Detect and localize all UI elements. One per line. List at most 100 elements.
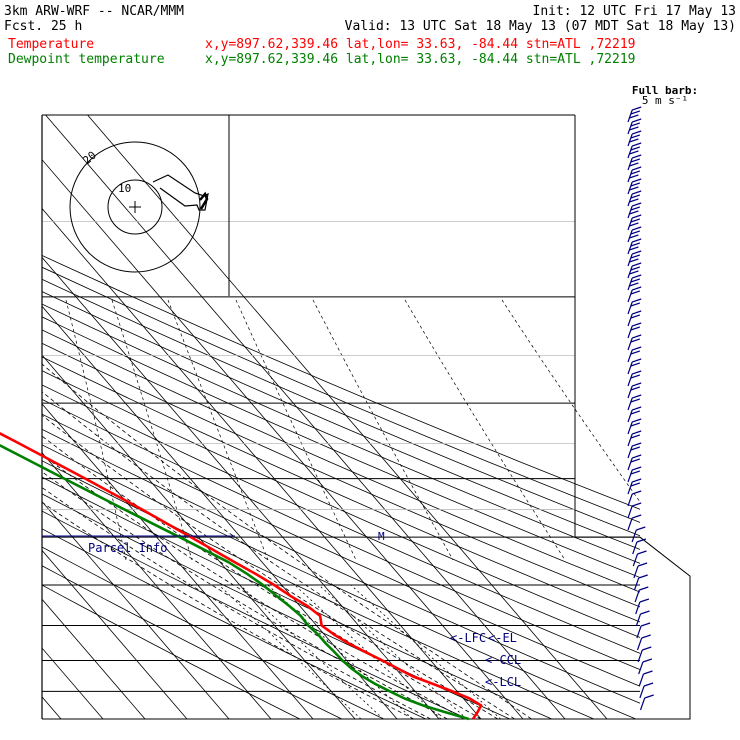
wind-barb	[639, 682, 654, 699]
isotherm-line	[42, 207, 482, 719]
wind-barb	[627, 382, 642, 399]
skewt-grid	[41, 114, 691, 720]
hodograph-ring-arc	[312, 299, 454, 561]
profiles	[0, 432, 483, 721]
dry-adiabat-line	[42, 546, 384, 719]
dry-adiabat-line	[42, 476, 552, 719]
parcel-info-panel: Parcel Info	[42, 535, 235, 555]
full-barb-label: Full barb:	[632, 84, 698, 97]
hodograph-outer-ring	[69, 141, 201, 273]
wind-barb	[627, 130, 642, 147]
isotherm-line	[42, 354, 356, 719]
moist-adiabat-line	[42, 471, 448, 719]
wind-barb	[631, 526, 646, 543]
wind-barb	[638, 658, 653, 675]
dry-adiabat-line	[42, 398, 640, 671]
dry-adiabat-line	[42, 510, 468, 719]
wind-barb	[627, 250, 642, 267]
wind-barb	[627, 514, 642, 531]
hodograph-ring-arc	[167, 299, 269, 561]
wind-barb	[627, 478, 642, 495]
dewpoint-legend: Dewpoint temperature	[8, 52, 165, 67]
hodograph-inset: 10 20	[69, 141, 209, 273]
model-title: 3km ARW-WRF -- NCAR/MMM	[4, 4, 184, 19]
hodograph-ring-label-small: 10	[118, 182, 131, 195]
dry-adiabat-line	[42, 254, 640, 510]
moist-adiabat-line	[42, 435, 482, 719]
lcl-marker: <-LCL	[485, 675, 521, 689]
wind-barb	[627, 154, 642, 171]
temperature-station-info: x,y=897.62,339.46 lat,lon= 33.63, -84.44…	[205, 37, 635, 52]
hodograph-marker-m: M	[378, 530, 385, 543]
dry-adiabat-line	[42, 444, 636, 719]
ccl-marker: <-CCL	[485, 653, 521, 667]
wind-barb	[638, 670, 653, 687]
wind-barb	[627, 406, 642, 423]
dewpoint-profile-line	[0, 443, 470, 721]
wind-barb	[627, 142, 642, 159]
mixing-ratio-line	[350, 584, 502, 719]
wind-barb	[627, 166, 642, 183]
valid-time: Valid: 13 UTC Sat 18 May 13 (07 MDT Sat …	[345, 19, 736, 34]
el-marker: <-EL	[488, 631, 517, 645]
dry-adiabat-line	[42, 493, 510, 719]
isotherm-line	[42, 549, 188, 719]
dry-adiabat-line	[42, 460, 594, 719]
dry-adiabat-line	[42, 413, 640, 687]
wind-barb	[635, 598, 650, 615]
isotherm-line	[42, 696, 62, 719]
dewpoint-station-info: x,y=897.62,339.46 lat,lon= 33.63, -84.44…	[205, 52, 635, 67]
isotherm-line	[45, 115, 566, 719]
wind-barb	[627, 358, 642, 375]
isotherm-line	[42, 256, 440, 719]
wind-barb	[627, 214, 642, 231]
dry-adiabat-line	[42, 370, 640, 638]
wind-barb	[632, 550, 647, 567]
wind-barb	[627, 310, 642, 327]
temperature-profile-line	[0, 432, 483, 720]
wind-barb	[627, 238, 642, 255]
wind-barb	[627, 202, 642, 219]
hodograph-ring-arc	[111, 299, 193, 561]
hodograph-ring-label-large: 20	[80, 149, 99, 167]
dry-adiabat-line	[42, 356, 640, 623]
dry-adiabat-line	[42, 528, 426, 719]
wind-barb	[627, 178, 642, 195]
moist-adiabat-line	[42, 414, 499, 719]
wind-barb	[633, 562, 648, 579]
isotherm-line	[42, 598, 146, 719]
wind-barb	[627, 226, 642, 243]
isotherm-line	[42, 452, 272, 719]
dry-adiabat-line	[42, 278, 640, 537]
isotherm-line	[42, 159, 524, 719]
dry-adiabat-line	[42, 316, 640, 578]
wind-barb	[627, 502, 642, 519]
dry-adiabat-line	[42, 329, 640, 593]
dry-adiabat-line	[42, 291, 640, 550]
wind-barb	[627, 442, 642, 459]
wind-barb	[632, 538, 647, 555]
wind-barb	[627, 286, 642, 303]
wind-barbs	[627, 106, 654, 711]
wind-barb	[627, 466, 642, 483]
hodograph-ring-arc	[501, 299, 640, 503]
wind-barb	[627, 370, 642, 387]
wind-barb	[627, 190, 642, 207]
moist-adiabat-line	[42, 363, 532, 719]
parcel-info-title: Parcel Info	[88, 541, 167, 555]
wind-barb	[627, 322, 642, 339]
isotherm-line	[42, 647, 104, 719]
wind-barb	[627, 490, 642, 507]
wind-barb	[627, 394, 642, 411]
wind-barb	[627, 106, 642, 123]
dry-adiabat-line	[42, 303, 640, 564]
hodograph-ring-arc	[404, 299, 566, 561]
wind-barb	[637, 646, 652, 663]
lfc-marker: <-LFC	[450, 631, 486, 645]
wind-barb	[627, 298, 642, 315]
wind-barb	[627, 274, 642, 291]
temperature-legend: Temperature	[8, 37, 94, 52]
wind-barb	[627, 430, 642, 447]
